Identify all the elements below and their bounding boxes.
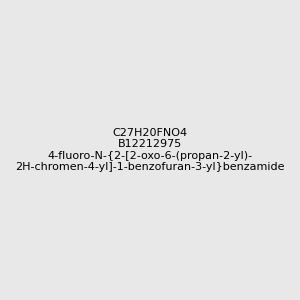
Text: C27H20FNO4
B12212975
4-fluoro-N-{2-[2-oxo-6-(propan-2-yl)-
2H-chromen-4-yl]-1-be: C27H20FNO4 B12212975 4-fluoro-N-{2-[2-ox… — [15, 128, 285, 172]
